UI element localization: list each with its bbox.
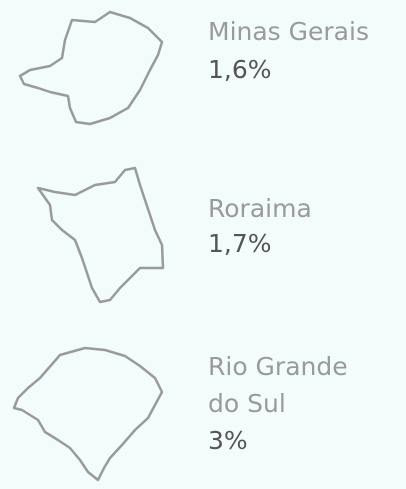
state-name: do Sul (208, 389, 286, 418)
state-name: Roraima (208, 194, 312, 223)
state-value: 3% (208, 426, 248, 455)
roraima-outline (36, 166, 165, 304)
rio-grande-do-sul-outline (12, 346, 164, 482)
state-value: 1,6% (208, 55, 272, 84)
state-name: Rio Grande (208, 352, 348, 381)
state-name: Minas Gerais (208, 17, 369, 46)
minas-gerais-outline (18, 10, 164, 126)
state-value: 1,7% (208, 229, 272, 258)
